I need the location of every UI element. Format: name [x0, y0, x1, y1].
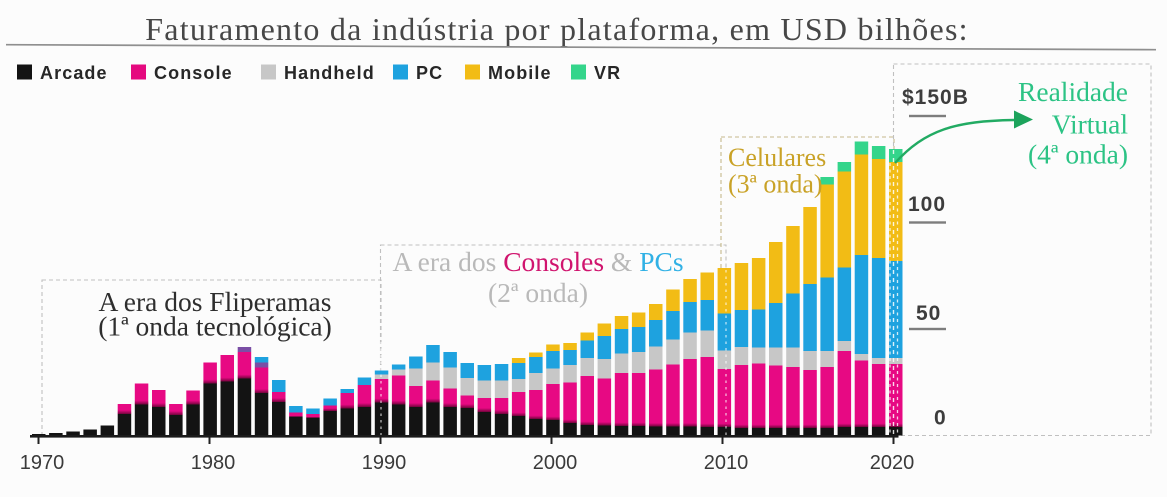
svg-text:Handheld: Handheld	[284, 63, 375, 83]
svg-text:Faturamento da indústria por p: Faturamento da indústria por plataforma,…	[145, 11, 969, 47]
svg-text:2010: 2010	[704, 452, 749, 474]
svg-text:A era dos Consoles & PCs: A era dos Consoles & PCs	[392, 246, 683, 277]
svg-text:Virtual: Virtual	[1052, 108, 1129, 139]
svg-text:A era dos Fliperamas: A era dos Fliperamas	[99, 286, 332, 317]
svg-text:50: 50	[916, 302, 941, 325]
svg-text:1980: 1980	[191, 452, 236, 474]
svg-text:2020: 2020	[870, 452, 915, 474]
svg-text:1970: 1970	[20, 452, 65, 474]
svg-text:Console: Console	[154, 63, 233, 83]
svg-text:(3ª onda): (3ª onda)	[728, 170, 823, 199]
svg-text:VR: VR	[594, 63, 621, 83]
svg-text:Celulares: Celulares	[728, 143, 826, 172]
svg-text:0: 0	[934, 407, 946, 430]
svg-text:100: 100	[908, 193, 946, 216]
svg-text:(4ª onda): (4ª onda)	[1028, 139, 1128, 170]
svg-text:Realidade: Realidade	[1018, 76, 1128, 107]
svg-text:Arcade: Arcade	[40, 63, 108, 83]
svg-text:$150B: $150B	[902, 86, 969, 109]
svg-text:2000: 2000	[533, 452, 578, 474]
svg-text:Mobile: Mobile	[488, 63, 552, 83]
svg-text:(2ª onda): (2ª onda)	[488, 277, 588, 308]
svg-text:PC: PC	[416, 63, 443, 83]
svg-text:1990: 1990	[362, 452, 407, 474]
svg-text:(1ª onda tecnológica): (1ª onda tecnológica)	[98, 310, 332, 341]
